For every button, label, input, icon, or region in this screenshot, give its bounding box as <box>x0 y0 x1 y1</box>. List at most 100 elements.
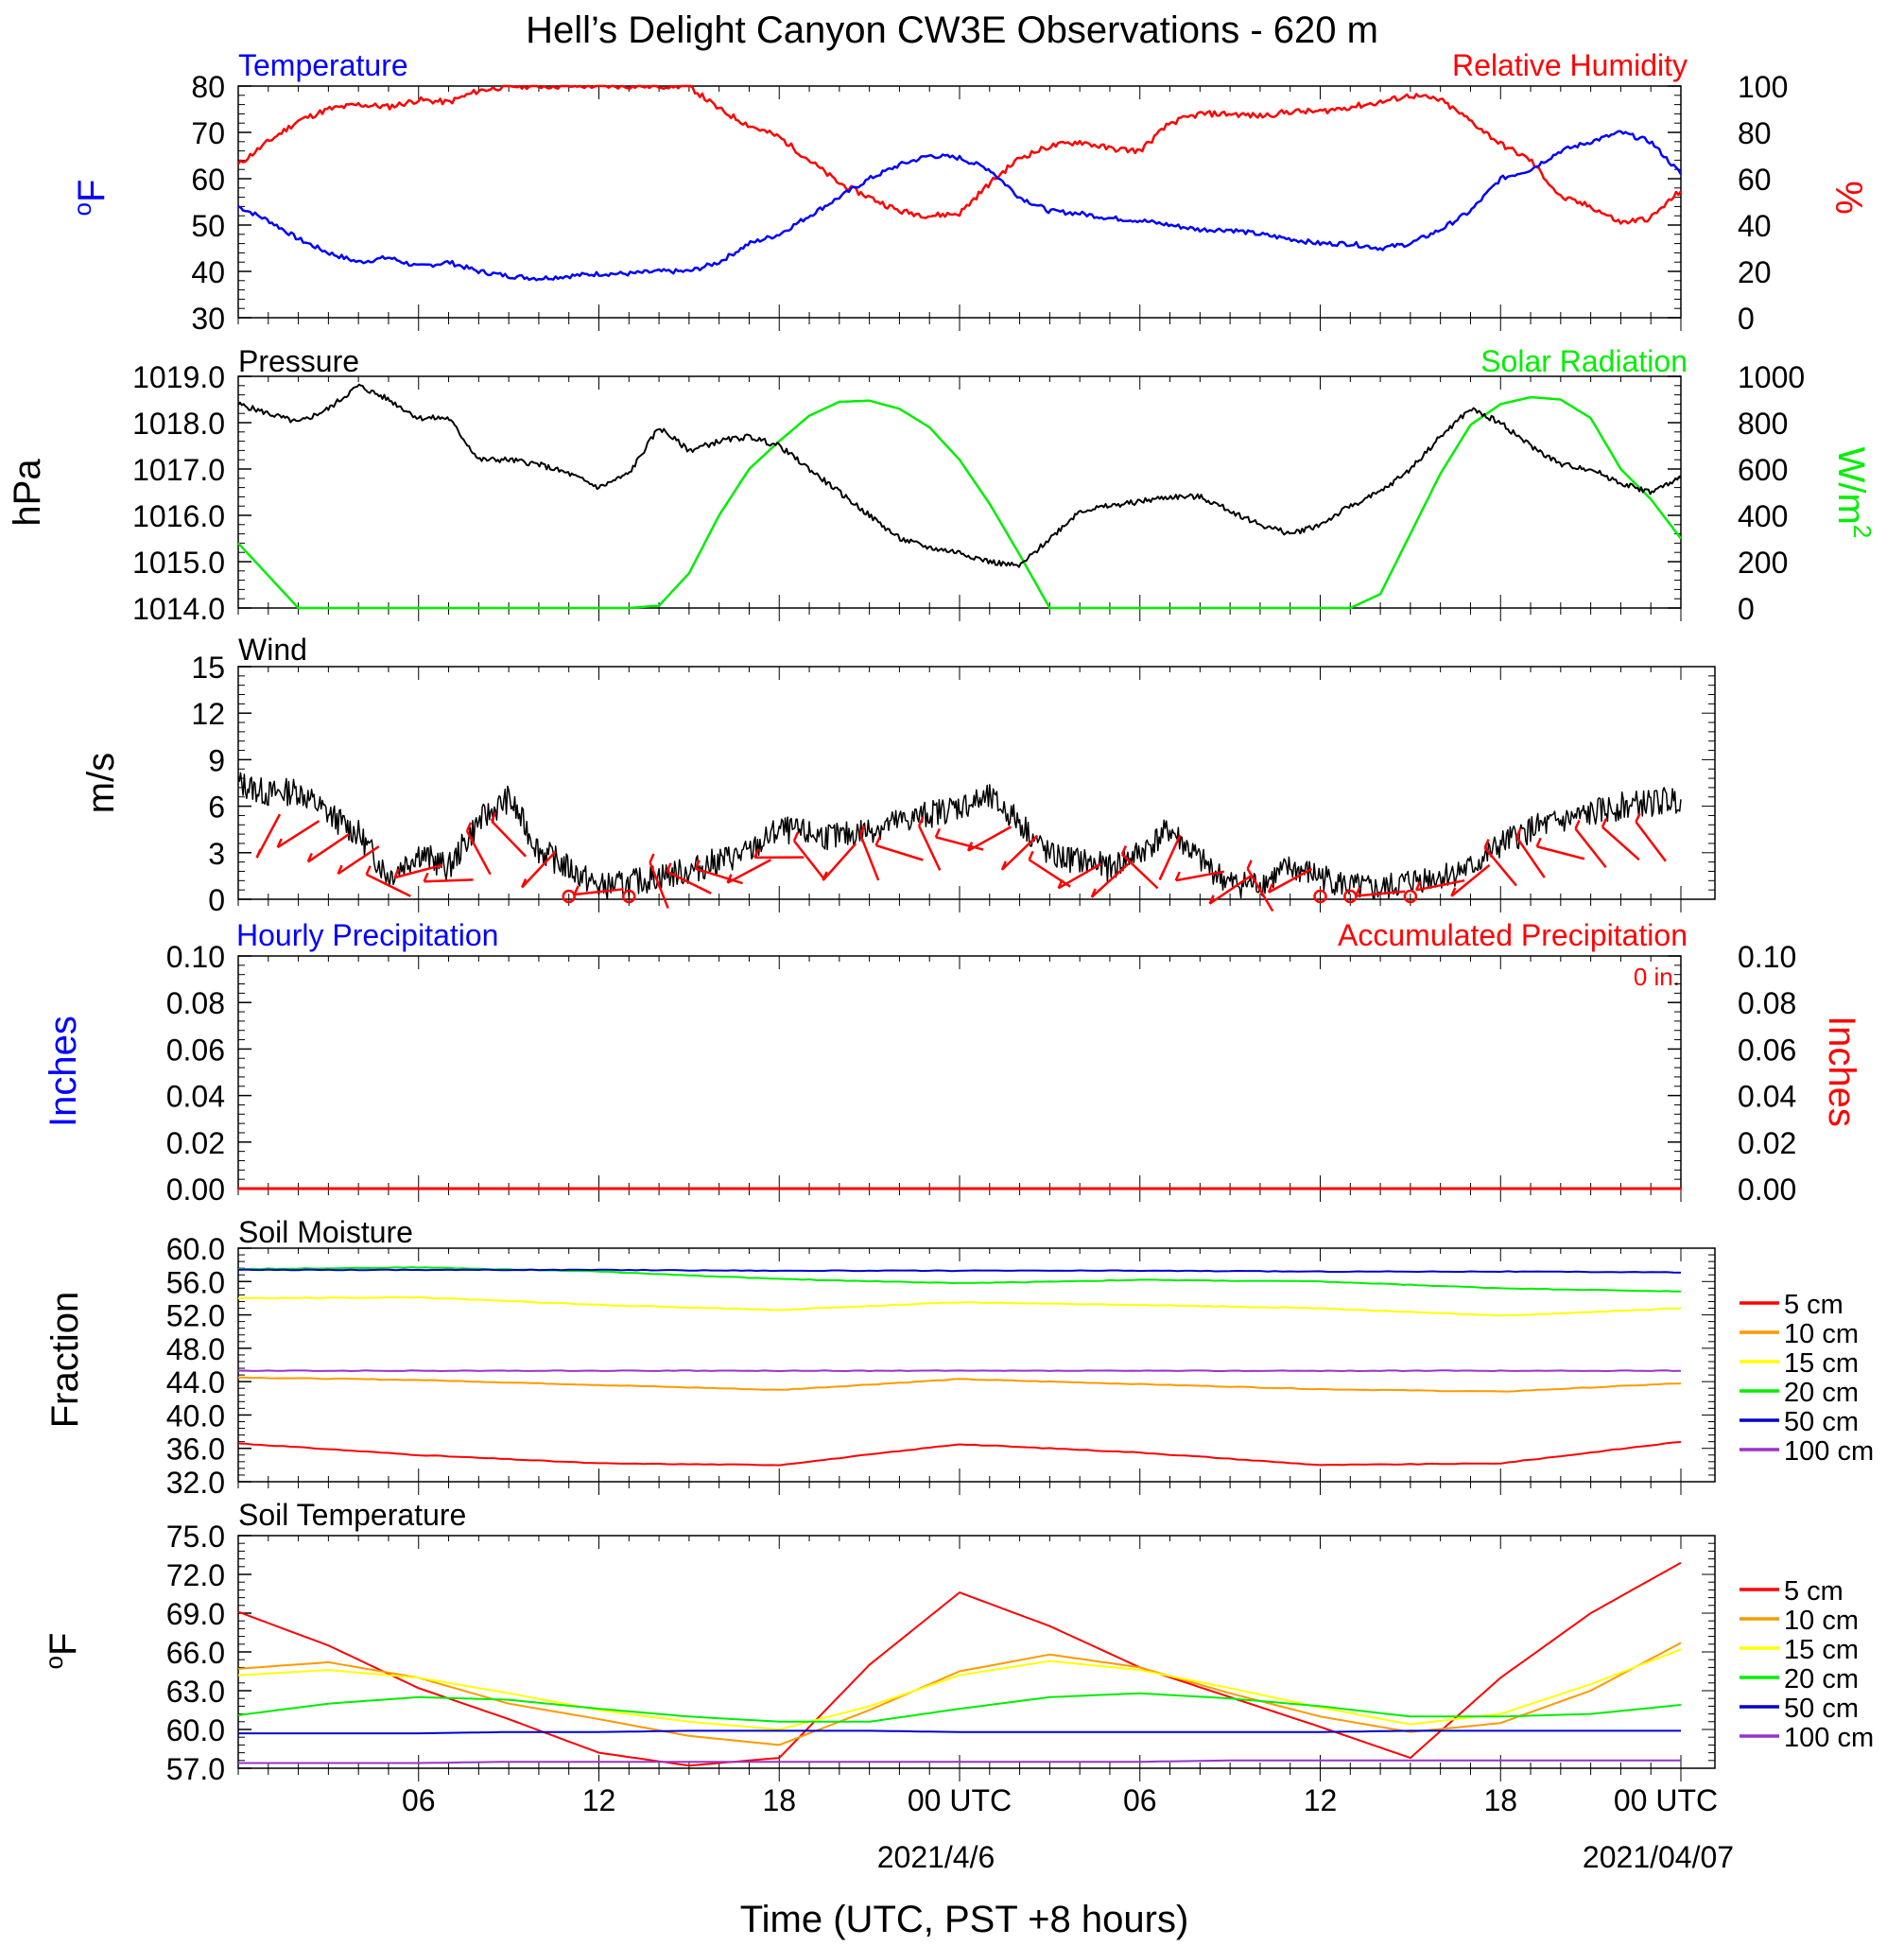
wind-barb-flag <box>521 877 528 889</box>
soil-moisture-line <box>237 1376 1682 1393</box>
wind-barb-flag <box>365 865 372 876</box>
left-tick-label: 30 <box>191 302 225 336</box>
wind-barb-flag <box>1057 878 1064 889</box>
fahrenheit-unit: F <box>71 180 113 202</box>
accum-precip-title: Accumulated Precipitation <box>1338 918 1688 952</box>
left-tick-label: 57.0 <box>166 1752 225 1786</box>
wind-barb <box>1175 870 1225 882</box>
left-tick-label: 66.0 <box>166 1636 225 1670</box>
right-tick-label: 0.08 <box>1738 986 1796 1020</box>
wind-barb <box>394 863 443 879</box>
left-tick-label: 0.02 <box>166 1126 225 1160</box>
temperature-humidity-panel: Temperature Relative Humidity oF % 80 70 6… <box>68 48 1869 336</box>
hourly-precip-axis-label: Inches <box>43 1016 84 1127</box>
wind-barb-flag <box>858 825 866 836</box>
left-tick-label: 40.0 <box>166 1399 225 1433</box>
right-tick-label: 0 <box>1738 302 1755 336</box>
solar-series-line <box>237 395 1682 610</box>
left-tick-label: 63.0 <box>166 1675 225 1709</box>
figure-title: Hell’s Delight Canyon CW3E Observations … <box>526 9 1378 51</box>
left-tick-label: 0.04 <box>166 1080 225 1114</box>
wind-barb <box>1356 890 1406 897</box>
temperature-axis-label: oF <box>68 180 113 217</box>
wind-barb <box>337 845 380 876</box>
wind-barb-flag <box>726 874 733 884</box>
wind-barb-flag <box>393 868 400 878</box>
plot-frame <box>237 666 1716 900</box>
left-tick-label: 60.0 <box>166 1713 225 1747</box>
wind-barb <box>1057 862 1102 890</box>
soil-temperature-line <box>238 1759 1681 1764</box>
wind-barb <box>1415 878 1465 892</box>
wind-barb-flag <box>337 864 343 875</box>
soil-moisture-line <box>237 1441 1682 1467</box>
wind-barb <box>366 873 411 897</box>
wind-barb <box>1536 845 1585 860</box>
left-tick-label: 1019.0 <box>132 360 225 394</box>
left-tick-label: 1015.0 <box>132 546 225 580</box>
wind-barb-flag <box>666 862 672 873</box>
wind-barb-flag <box>1535 837 1542 847</box>
x-axis-label: Time (UTC, PST +8 hours) <box>740 1899 1189 1940</box>
plot-frame <box>237 85 1682 319</box>
legend-label: 5 cm <box>1784 1290 1843 1320</box>
left-tick-label: 52.0 <box>166 1299 225 1333</box>
wind-barb <box>792 840 826 880</box>
accum-precip-total: 0 in. <box>1634 963 1680 991</box>
wind-speed-line <box>237 772 1682 900</box>
wind-barb-flag <box>1450 887 1457 897</box>
legend-label: 50 cm <box>1784 1407 1859 1437</box>
soil-temperature-line <box>237 1692 1682 1723</box>
wind-barb <box>1208 875 1252 905</box>
wind-barb <box>1090 862 1130 898</box>
wind-barb <box>307 833 350 863</box>
wind-barb <box>935 836 984 851</box>
wind-barb-flag <box>874 836 881 846</box>
soil-fahrenheit-unit: F <box>43 1633 84 1656</box>
wind-barb-flag <box>1574 819 1581 829</box>
humidity-title: Relative Humidity <box>1452 48 1688 82</box>
right-tick-label: 20 <box>1738 255 1772 289</box>
calm-wind-marker <box>1313 889 1327 904</box>
wind-barb-flag <box>753 848 760 859</box>
temperature-title: Temperature <box>238 48 408 82</box>
x-tick-label: 06 <box>402 1783 436 1817</box>
wind-barb <box>726 859 772 884</box>
right-tick-label: 80 <box>1738 116 1772 150</box>
right-tick-label: 0.06 <box>1738 1033 1796 1067</box>
legend-label: 15 cm <box>1784 1635 1859 1665</box>
wind-barb-flag <box>1635 812 1641 823</box>
legend-label: 10 cm <box>1784 1606 1859 1636</box>
right-tick-label: 1000 <box>1738 360 1805 394</box>
wind-barb-flag <box>934 827 941 838</box>
wind-barb-flag <box>573 885 580 895</box>
wind-barb-flag <box>917 816 925 826</box>
wind-barb-flag <box>1120 845 1128 856</box>
left-tick-label: 9 <box>208 743 225 777</box>
wind-barb <box>822 843 857 881</box>
wind-barb-flag <box>1090 888 1097 898</box>
legend-label: 50 cm <box>1784 1694 1859 1724</box>
wind-barb <box>1028 859 1071 888</box>
soil-temperature-line <box>237 1642 1682 1746</box>
wind-barb <box>521 850 557 889</box>
wind-barb-flag <box>649 853 655 863</box>
wind-barb-flag <box>1415 880 1422 891</box>
solar-unit-exponent: 2 <box>1848 525 1877 538</box>
soil-moisture-line <box>237 1268 1682 1274</box>
pressure-axis-label: hPa <box>7 459 48 527</box>
right-tick-label: 0 <box>1738 592 1755 626</box>
right-tick-label: 600 <box>1738 453 1788 487</box>
left-tick-label: 69.0 <box>166 1597 225 1631</box>
wind-barb-flag <box>1208 895 1215 905</box>
right-tick-label: 0.04 <box>1738 1080 1796 1114</box>
wind-barb <box>858 834 880 881</box>
left-tick-label: 72.0 <box>166 1558 225 1592</box>
legend-label: 5 cm <box>1784 1576 1843 1607</box>
right-tick-label: 60 <box>1738 163 1772 197</box>
date-label-2: 2021/04/07 <box>1583 1840 1734 1874</box>
left-tick-label: 32.0 <box>166 1466 225 1500</box>
legend-label: 100 cm <box>1784 1723 1874 1753</box>
pressure-solar-panel: Pressure Solar Radiation hPa W/m2 1019.0… <box>7 344 1877 626</box>
